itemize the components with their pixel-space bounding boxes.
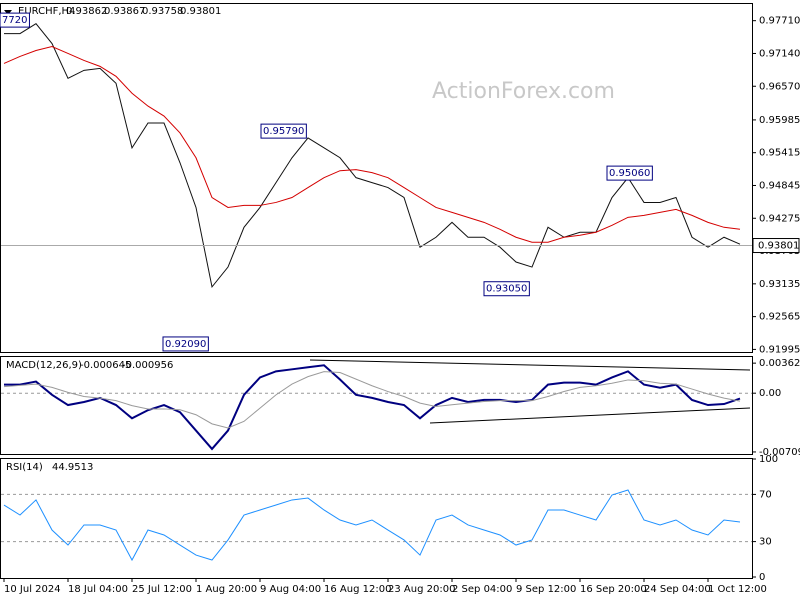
watermark: ActionForex.com [432, 79, 615, 104]
rsi-title: RSI(14) [6, 462, 43, 473]
rsi-readout: 44.9513 [52, 462, 93, 473]
y-tick-label: 0.00 [759, 388, 781, 399]
x-tick-label: 2 Sep 04:00 [452, 584, 512, 595]
y-tick-label: 0.97140 [759, 48, 800, 59]
series-line [4, 364, 741, 451]
price-annotation: 0.92090 [165, 339, 206, 350]
y-tick-label: 100 [759, 454, 778, 465]
rsi-panel [0, 458, 753, 579]
close-label: 0.93801 [758, 241, 799, 252]
y-tick-label: 0.95985 [759, 115, 800, 126]
macd-title: MACD(12,26,9) [6, 360, 82, 371]
close: 0.93801 [180, 6, 221, 17]
price-annotation-box [162, 336, 209, 352]
y-tick-label: 70 [759, 489, 772, 500]
price-annotation-box [260, 123, 307, 139]
y-tick-label: -0.007093 [759, 447, 800, 458]
series-line [3, 371, 741, 429]
x-tick-label: 16 Aug 12:00 [324, 584, 391, 595]
signal-readout: -0.000956 [122, 360, 173, 371]
y-tick-label: 0.93135 [759, 279, 800, 290]
y-tick-label: 0.95415 [759, 148, 800, 159]
y-tick-label: 0.94275 [759, 213, 800, 224]
x-tick-label: 23 Aug 20:00 [388, 584, 455, 595]
macd-readout: -0.000645 [80, 360, 131, 371]
y-tick-label: 0.91995 [759, 344, 800, 355]
price-annotation: 0.95060 [609, 168, 650, 179]
macd-panel [0, 356, 753, 455]
trend-line [429, 407, 751, 424]
x-tick-label: 1 Oct 12:00 [708, 584, 767, 595]
x-tick-label: 10 Jul 2024 [4, 584, 61, 595]
y-tick-label: 0.92565 [759, 312, 800, 323]
x-tick-label: 24 Sep 04:00 [644, 584, 711, 595]
x-tick-label: 25 Jul 12:00 [132, 584, 192, 595]
y-tick-label: 0 [759, 572, 765, 583]
y-tick-label: 30 [759, 537, 772, 548]
low: 0.93758 [142, 6, 183, 17]
open: 0.93862 [66, 6, 107, 17]
symbol-title: EURCHF,H4 [18, 6, 75, 17]
y-tick-label: 0.003628 [759, 358, 800, 369]
x-tick-label: 9 Aug 04:00 [260, 584, 321, 595]
y-tick-label: 0.96570 [759, 81, 800, 92]
price-annotation-box [0, 12, 30, 28]
high: 0.93867 [104, 6, 145, 17]
series-line [3, 489, 741, 562]
x-tick-label: 16 Sep 20:00 [580, 584, 647, 595]
series-line [4, 23, 741, 289]
price-annotation-box [483, 281, 530, 297]
price-panel [0, 3, 753, 353]
price-annotation: 7720 [2, 15, 27, 26]
price-annotation-box [606, 165, 653, 181]
x-tick-label: 18 Jul 04:00 [68, 584, 128, 595]
price-annotation: 0.93050 [486, 284, 527, 295]
menu-arrow [4, 10, 12, 15]
y-tick-label: 0.97710 [759, 16, 800, 27]
x-tick-label: 1 Aug 20:00 [196, 584, 257, 595]
y-tick-label: 0.94845 [759, 180, 800, 191]
x-tick-label: 9 Sep 12:00 [516, 584, 576, 595]
trend-line [309, 359, 751, 371]
close-label-box [752, 238, 800, 254]
series-line [3, 45, 741, 243]
price-annotation: 0.95790 [263, 126, 304, 137]
